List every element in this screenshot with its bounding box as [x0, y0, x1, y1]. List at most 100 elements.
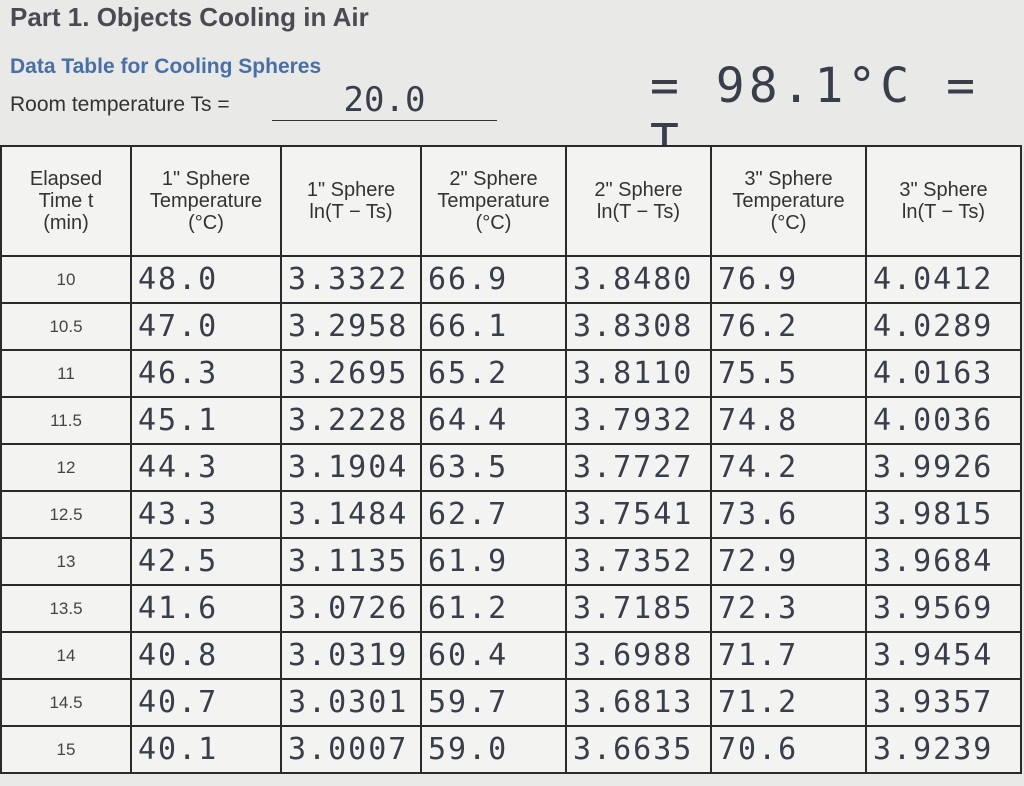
time-cell: 15 [0, 725, 132, 774]
value-cell: 63.5 [420, 443, 567, 492]
value-cell: 76.2 [710, 302, 867, 351]
value-cell: 3.1484 [280, 490, 422, 539]
value-cell: 3.0319 [280, 631, 422, 680]
column-header: 2" Sphere Temperature (°C) [420, 145, 567, 257]
value-cell: 76.9 [710, 255, 867, 304]
value-cell: 72.3 [710, 584, 867, 633]
value-cell: 3.6635 [565, 725, 712, 774]
value-cell: 43.3 [130, 490, 282, 539]
table-row: 15 40.1 3.0007 59.0 3.6635 70.6 3.9239 [0, 725, 1022, 774]
value-cell: 3.9454 [865, 631, 1022, 680]
value-cell: 3.7185 [565, 584, 712, 633]
value-cell: 72.9 [710, 537, 867, 586]
column-header: 1" Sphere ln(T − Ts) [280, 145, 422, 257]
column-header: Elapsed Time t (min) [0, 145, 132, 257]
value-cell: 66.1 [420, 302, 567, 351]
value-cell: 3.1135 [280, 537, 422, 586]
header-row: Elapsed Time t (min) 1" Sphere Temperatur… [0, 145, 1022, 257]
table-row: 11 46.3 3.2695 65.2 3.8110 75.5 4.0163 [0, 349, 1022, 398]
value-cell: 3.7352 [565, 537, 712, 586]
boiling-note: = 98.1°C = T [650, 58, 979, 170]
value-cell: 62.7 [420, 490, 567, 539]
value-cell: 71.2 [710, 678, 867, 727]
value-cell: 3.9239 [865, 725, 1022, 774]
value-cell: 3.9569 [865, 584, 1022, 633]
value-cell: 70.6 [710, 725, 867, 774]
value-cell: 3.0007 [280, 725, 422, 774]
column-header: 3" Sphere Temperature (°C) [710, 145, 867, 257]
table-row: 12 44.3 3.1904 63.5 3.7727 74.2 3.9926 [0, 443, 1022, 492]
table-row: 10.5 47.0 3.2958 66.1 3.8308 76.2 4.0289 [0, 302, 1022, 351]
value-cell: 47.0 [130, 302, 282, 351]
value-cell: 3.0726 [280, 584, 422, 633]
value-cell: 61.2 [420, 584, 567, 633]
value-cell: 40.7 [130, 678, 282, 727]
table-row: 13.5 41.6 3.0726 61.2 3.7185 72.3 3.9569 [0, 584, 1022, 633]
time-cell: 12.5 [0, 490, 132, 539]
value-cell: 46.3 [130, 349, 282, 398]
time-cell: 13.5 [0, 584, 132, 633]
value-cell: 42.5 [130, 537, 282, 586]
value-cell: 41.6 [130, 584, 282, 633]
value-cell: 3.7932 [565, 396, 712, 445]
value-cell: 65.2 [420, 349, 567, 398]
value-cell: 61.9 [420, 537, 567, 586]
time-cell: 12 [0, 443, 132, 492]
time-cell: 11.5 [0, 396, 132, 445]
value-cell: 3.2695 [280, 349, 422, 398]
time-cell: 11 [0, 349, 132, 398]
value-cell: 75.5 [710, 349, 867, 398]
table-row: 14 40.8 3.0319 60.4 3.6988 71.7 3.9454 [0, 631, 1022, 680]
value-cell: 3.3322 [280, 255, 422, 304]
room-label: Room temperature Ts = [10, 93, 230, 116]
table-row: 12.5 43.3 3.1484 62.7 3.7541 73.6 3.9815 [0, 490, 1022, 539]
table-row: 13 42.5 3.1135 61.9 3.7352 72.9 3.9684 [0, 537, 1022, 586]
value-cell: 3.2228 [280, 396, 422, 445]
value-cell: 4.0412 [865, 255, 1022, 304]
value-cell: 40.8 [130, 631, 282, 680]
value-cell: 3.8110 [565, 349, 712, 398]
value-cell: 40.1 [130, 725, 282, 774]
room-value: 20.0 [272, 80, 497, 121]
value-cell: 44.3 [130, 443, 282, 492]
value-cell: 3.7541 [565, 490, 712, 539]
value-cell: 59.0 [420, 725, 567, 774]
value-cell: 48.0 [130, 255, 282, 304]
value-cell: 3.9815 [865, 490, 1022, 539]
title: Part 1. Objects Cooling in Air [10, 2, 369, 32]
value-cell: 45.1 [130, 396, 282, 445]
value-cell: 3.2958 [280, 302, 422, 351]
value-cell: 74.8 [710, 396, 867, 445]
value-cell: 3.9357 [865, 678, 1022, 727]
value-cell: 4.0163 [865, 349, 1022, 398]
data-table: Elapsed Time t (min) 1" Sphere Temperatur… [0, 145, 1022, 774]
value-cell: 3.6813 [565, 678, 712, 727]
subtitle: Data Table for Cooling Spheres [10, 55, 322, 78]
table-row: 10 48.0 3.3322 66.9 3.8480 76.9 4.0412 [0, 255, 1022, 304]
time-cell: 10 [0, 255, 132, 304]
table-row: 11.5 45.1 3.2228 64.4 3.7932 74.8 4.0036 [0, 396, 1022, 445]
value-cell: 3.9684 [865, 537, 1022, 586]
column-header: 2" Sphere ln(T − Ts) [565, 145, 712, 257]
value-cell: 64.4 [420, 396, 567, 445]
value-cell: 3.9926 [865, 443, 1022, 492]
value-cell: 3.7727 [565, 443, 712, 492]
value-cell: 3.0301 [280, 678, 422, 727]
value-cell: 74.2 [710, 443, 867, 492]
value-cell: 73.6 [710, 490, 867, 539]
column-header: 3" Sphere ln(T − Ts) [865, 145, 1022, 257]
value-cell: 71.7 [710, 631, 867, 680]
table-body: 10 48.0 3.3322 66.9 3.8480 76.9 4.0412 10.5 47.0… [0, 255, 1022, 774]
time-cell: 10.5 [0, 302, 132, 351]
value-cell: 4.0289 [865, 302, 1022, 351]
value-cell: 3.6988 [565, 631, 712, 680]
value-cell: 66.9 [420, 255, 567, 304]
time-cell: 14.5 [0, 678, 132, 727]
table-row: 14.5 40.7 3.0301 59.7 3.6813 71.2 3.9357 [0, 678, 1022, 727]
value-cell: 3.1904 [280, 443, 422, 492]
value-cell: 3.8480 [565, 255, 712, 304]
value-cell: 59.7 [420, 678, 567, 727]
value-cell: 4.0036 [865, 396, 1022, 445]
column-header: 1" Sphere Temperature (°C) [130, 145, 282, 257]
